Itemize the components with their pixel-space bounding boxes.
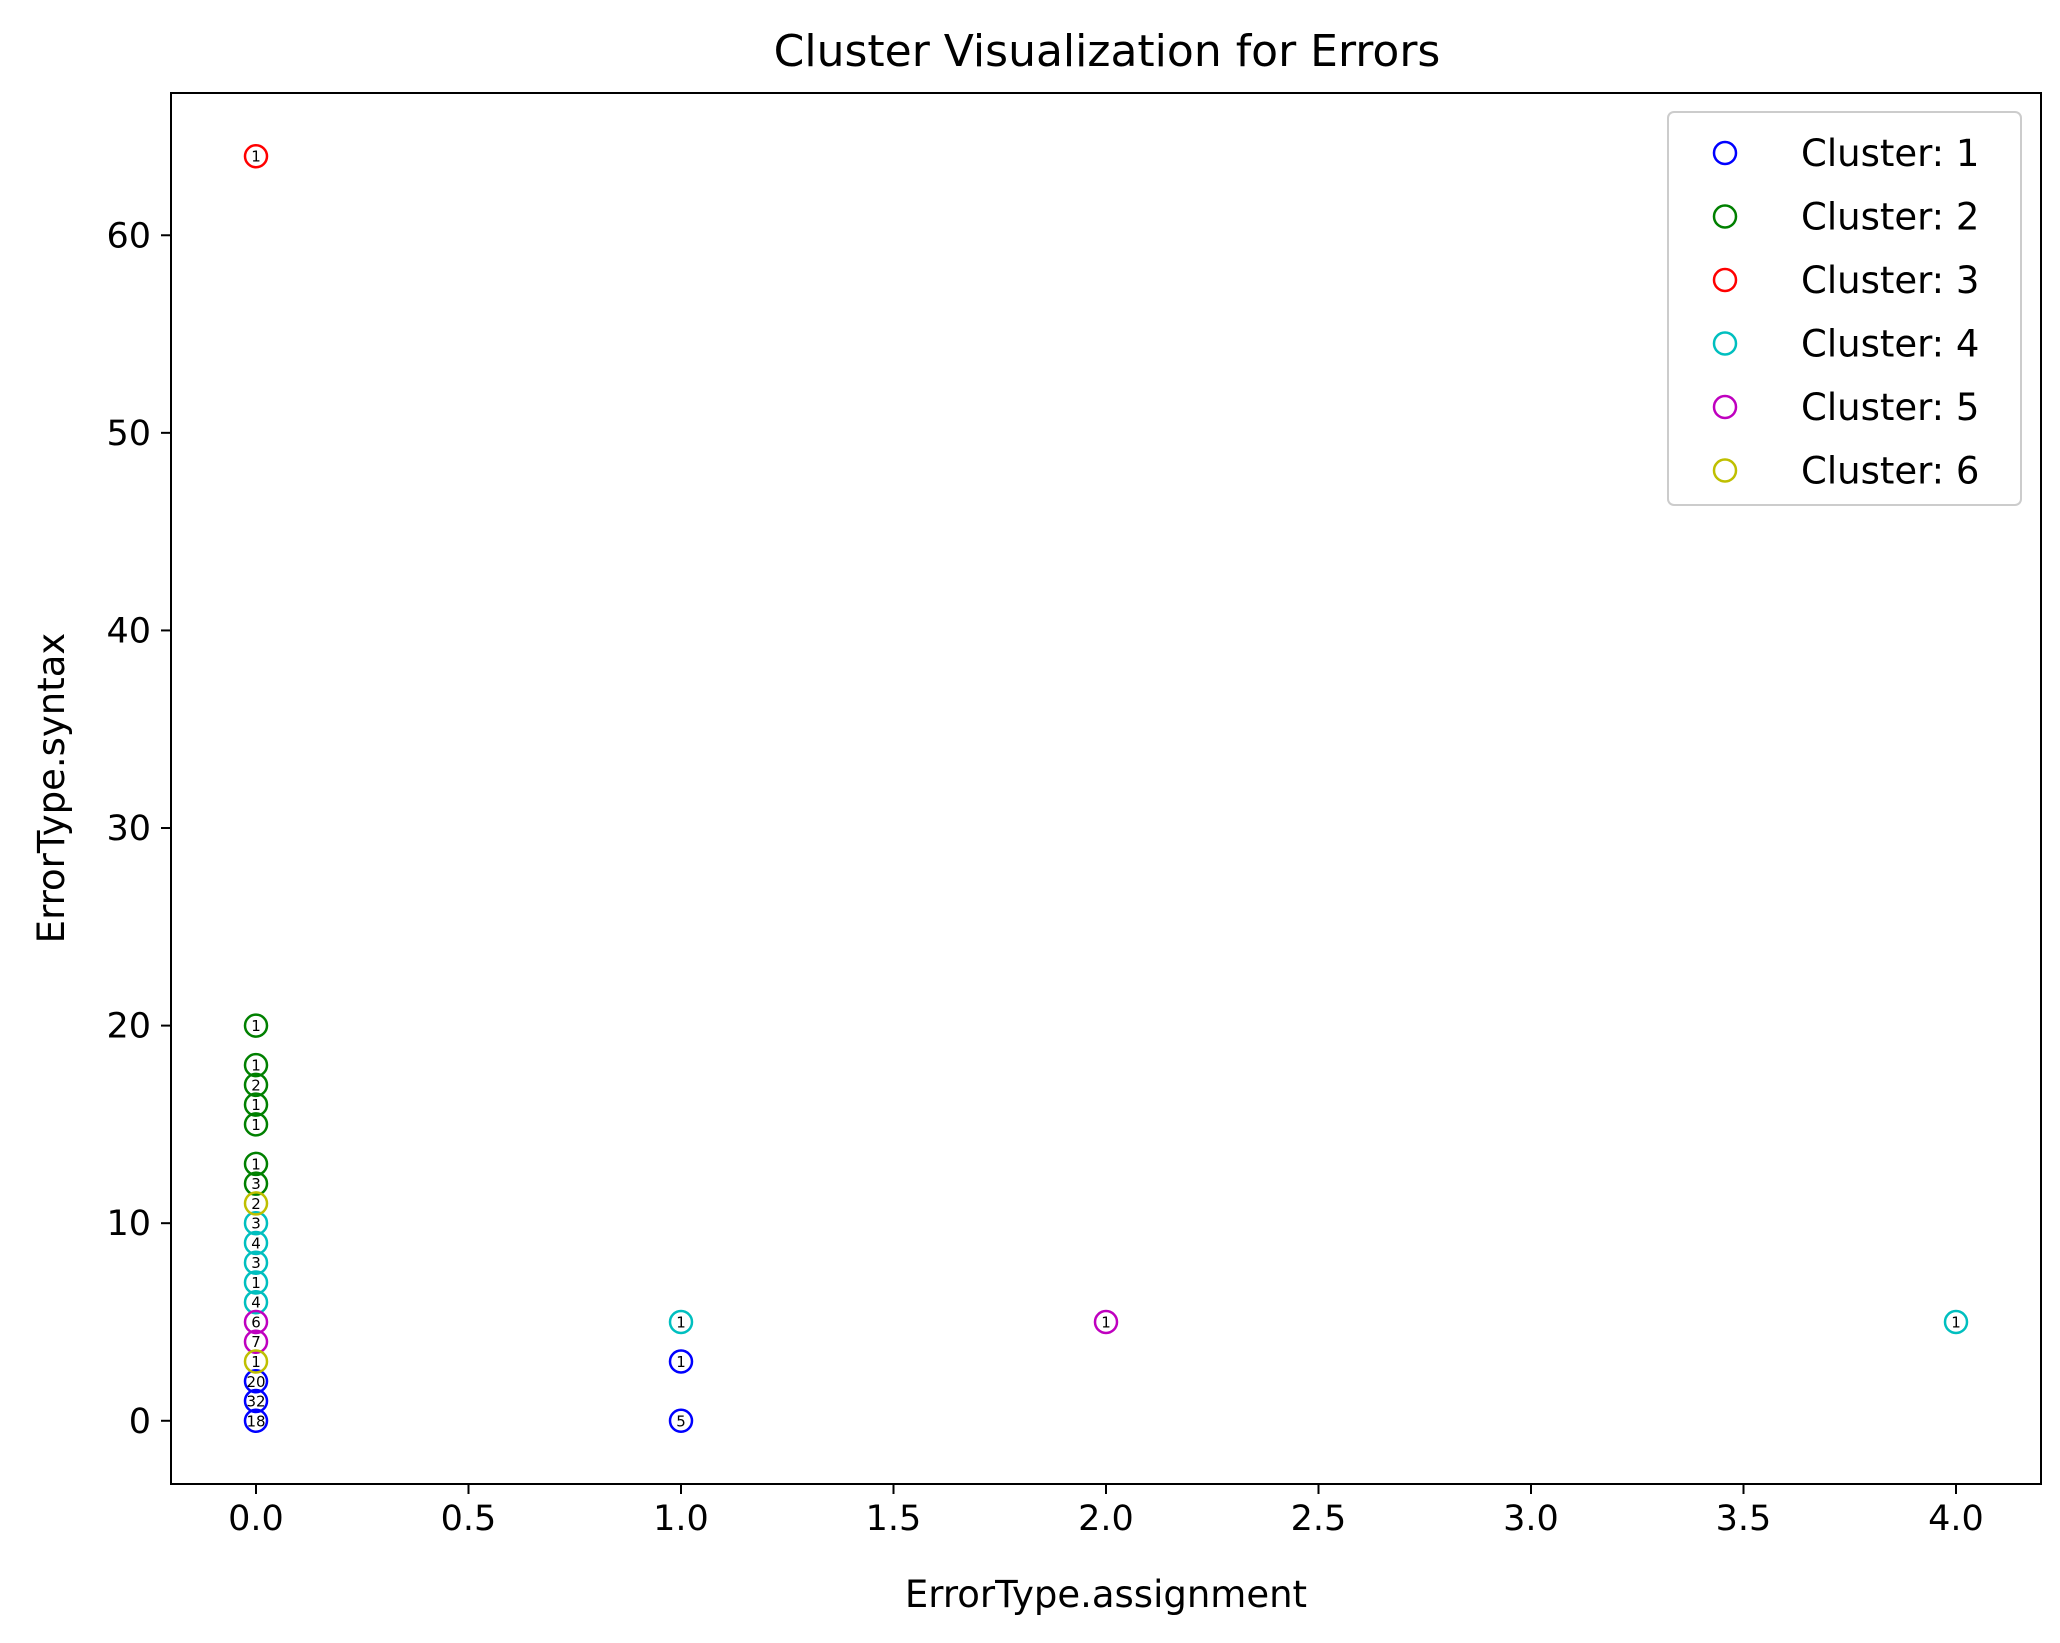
series-cluster-6: 12 [243,1191,269,1374]
legend-marker [1712,204,1738,229]
data-point [243,1210,269,1236]
legend-marker [1712,331,1738,356]
x-axis: 0.0 0.5 1.0 1.5 2.0 2.5 3.0 3.5 4.0 [228,1484,1984,1539]
data-point-label: 1 [251,1353,261,1371]
series-cluster-3: 1 [243,143,269,169]
legend-marker [1712,458,1738,483]
y-axis: 0 10 20 30 40 50 60 [106,216,171,1442]
data-point [243,1349,269,1374]
y-tick-label: 0 [129,1402,151,1442]
legend-entry-label: Cluster: 2 [1801,196,1979,239]
data-point-label: 3 [251,1254,261,1272]
data-point [243,1151,269,1177]
data-point [243,1052,269,1078]
y-tick-label: 20 [106,1007,151,1047]
data-point-label: 3 [251,1215,261,1233]
legend-marker [1712,140,1738,166]
y-tick-label: 40 [106,611,151,651]
data-point [1093,1309,1119,1335]
legend-entry-label: Cluster: 1 [1801,132,1979,175]
series-cluster-5: 7 6 1 [243,1309,1119,1354]
data-point-label: 1 [251,148,261,166]
data-point-label: 1 [251,1057,261,1075]
data-point [243,1250,269,1275]
data-point-label: 1 [1951,1313,1961,1331]
y-tick-label: 60 [106,216,151,256]
legend-marker [1712,267,1738,293]
x-axis-label: ErrorType.assignment [905,1573,1307,1616]
data-point [243,1289,269,1315]
data-point-label: 1 [1101,1313,1111,1331]
y-tick-label: 10 [106,1204,151,1244]
data-point [243,1230,269,1256]
legend: Cluster: 1 Cluster: 2 Cluster: 3 Cluster: 4… [1667,111,2022,506]
data-point [243,1092,269,1117]
data-point [243,1112,269,1137]
data-point-label: 1 [251,1274,261,1292]
data-point [243,1191,269,1216]
x-tick-label: 0.5 [441,1499,497,1539]
y-axis-label: ErrorType.syntax [30,633,73,944]
data-point [243,1408,269,1434]
data-point-label: 1 [676,1313,686,1331]
data-point-label: 18 [246,1412,265,1430]
data-point-label: 2 [251,1076,261,1094]
data-point-label: 20 [246,1373,265,1391]
data-point [243,1388,269,1414]
x-tick-label: 2.5 [1291,1499,1347,1539]
data-point-label: 1 [251,1017,261,1035]
x-tick-label: 3.5 [1716,1499,1772,1539]
x-tick-label: 1.0 [653,1499,709,1539]
data-point [243,1309,269,1335]
data-point-label: 2 [251,1195,261,1213]
data-point-label: 1 [676,1353,686,1371]
data-point-label: 6 [251,1313,261,1331]
legend-frame [1667,111,2022,506]
data-point-label: 7 [251,1333,261,1351]
x-tick-label: 4.0 [1928,1499,1984,1539]
data-point [243,1072,269,1098]
legend-entry-label: Cluster: 3 [1801,259,1979,302]
legend-entry-label: Cluster: 6 [1801,450,1979,493]
data-point [243,1171,269,1196]
y-tick-label: 50 [106,414,151,454]
data-point-label: 1 [251,1155,261,1173]
data-point [243,1369,269,1394]
data-point [243,143,269,169]
chart-title: Cluster Visualization for Errors [774,26,1441,77]
data-point-label: 32 [246,1393,265,1411]
data-point [1943,1309,1969,1335]
data-point-label: 5 [676,1412,686,1430]
data-point-label: 4 [251,1234,261,1252]
x-tick-label: 1.5 [866,1499,922,1539]
data-point [668,1408,694,1434]
data-point [243,1270,269,1295]
data-point-label: 1 [251,1116,261,1134]
legend-marker [1712,394,1738,420]
legend-entry-label: Cluster: 4 [1801,323,1979,366]
x-tick-label: 0.0 [228,1499,284,1539]
legend-entry-label: Cluster: 5 [1801,386,1979,429]
data-point [243,1013,269,1038]
data-point [668,1349,694,1374]
data-point [668,1309,694,1335]
x-tick-label: 3.0 [1503,1499,1559,1539]
y-tick-label: 30 [106,809,151,849]
x-tick-label: 2.0 [1078,1499,1134,1539]
data-point [243,1329,269,1354]
data-point-label: 3 [251,1175,261,1193]
data-point-label: 1 [251,1096,261,1114]
data-point-label: 4 [251,1294,261,1312]
